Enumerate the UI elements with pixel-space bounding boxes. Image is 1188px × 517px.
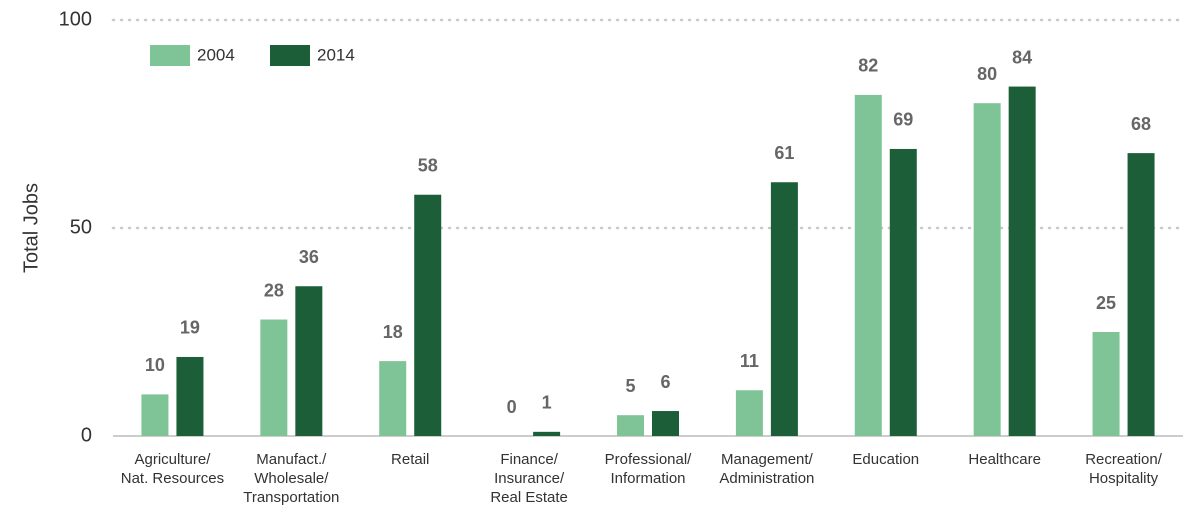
bar [1008,86,1036,436]
x-tick-line: Transportation [243,489,339,506]
y-tick-label: 100 [59,8,92,30]
x-tick-label: Manufact./ Wholesale/Transportation [243,451,339,506]
bar [260,319,288,436]
x-tick-line: Education [852,451,919,468]
value-label: 19 [180,318,200,338]
bar [141,394,169,436]
bar [652,411,679,436]
value-label: 10 [145,355,165,375]
x-tick-line: Recreation/ [1085,451,1163,468]
x-tick-label: Recreation/Hospitality [1085,451,1163,487]
value-label: 11 [740,351,759,371]
value-label: 80 [977,64,997,84]
x-tick-label: Retail [391,451,429,468]
x-tick-line: Professional/ [605,451,693,468]
value-label: 36 [299,247,319,267]
value-label: 0 [507,397,517,417]
y-axis-label: Total Jobs [20,183,42,273]
value-label: 84 [1012,47,1032,67]
x-tick-label: Education [852,451,919,468]
bar [533,431,561,436]
value-label: 1 [542,393,552,413]
bar [295,286,323,436]
x-tick-line: Insurance/ [494,470,565,487]
value-label: 82 [858,56,878,76]
bar [176,356,204,436]
value-label: 58 [418,155,438,175]
value-label: 18 [383,322,403,342]
bar [379,361,407,436]
y-tick-label: 50 [70,216,92,238]
bar [854,94,882,436]
x-tick-label: Agriculture/Nat. Resources [121,451,224,487]
bar [770,182,798,436]
y-tick-label: 0 [81,424,92,446]
bar [735,390,763,436]
x-tick-line: Nat. Resources [121,470,224,487]
x-tick-line: Healthcare [968,451,1041,468]
x-tick-label: Healthcare [968,451,1041,468]
value-label: 6 [660,372,670,392]
value-label: 68 [1131,114,1151,134]
x-tick-line: Administration [719,470,814,487]
value-label: 25 [1096,293,1116,313]
bar [414,194,442,436]
bar [1092,332,1120,436]
x-tick-line: Information [610,470,685,487]
bar [1127,153,1155,436]
legend-label: 2014 [317,45,355,64]
x-tick-line: Hospitality [1089,470,1159,487]
legend-label: 2004 [197,45,235,64]
x-tick-line: Agriculture/ [135,451,212,468]
x-tick-label: Professional/Information [605,451,693,487]
x-tick-line: Finance/ [500,451,558,468]
x-tick-line: Wholesale/ [254,470,329,487]
bar [889,148,917,436]
legend-swatch [270,45,310,66]
bar [973,103,1001,436]
value-label: 69 [893,110,913,130]
x-tick-line: Manufact./ [256,451,327,468]
x-tick-label: Finance/Insurance/Real Estate [490,451,568,506]
value-label: 5 [625,376,635,396]
bar [617,415,644,436]
value-label: 61 [774,143,794,163]
value-label: 28 [264,280,284,300]
x-tick-line: Management/ [721,451,814,468]
x-tick-line: Real Estate [490,489,568,506]
x-tick-line: Retail [391,451,429,468]
x-tick-label: Management/Administration [719,451,814,487]
legend-swatch [150,45,190,66]
